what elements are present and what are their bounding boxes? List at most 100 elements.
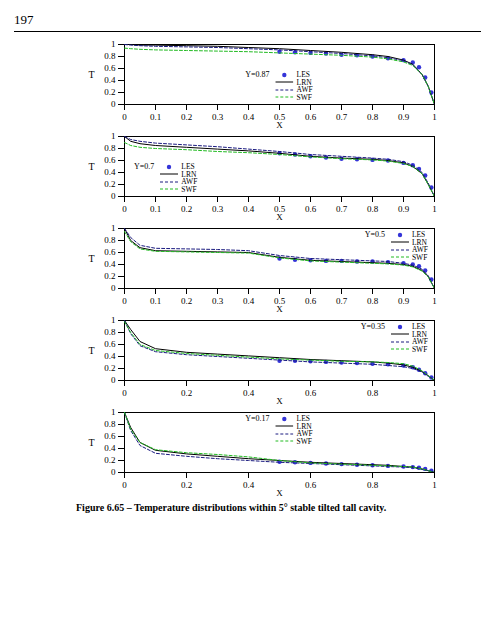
html-text:LRN: LRN [296,77,312,87]
svg-text:X: X [276,120,283,130]
svg-text:1: 1 [111,39,116,49]
svg-text:0.2: 0.2 [181,480,192,490]
svg-text:0.9: 0.9 [398,296,410,306]
svg-text:1: 1 [432,204,437,214]
svg-text:0.2: 0.2 [181,112,192,122]
svg-text:0.3: 0.3 [212,204,224,214]
svg-text:0.2: 0.2 [181,388,192,398]
svg-text:1: 1 [432,296,437,306]
svg-text:0.1: 0.1 [150,112,161,122]
svg-text:0.5: 0.5 [273,203,286,214]
svg-text:0: 0 [111,99,116,109]
svg-text:0.7: 0.7 [336,296,348,306]
svg-text:0.2: 0.2 [104,87,115,97]
svg-text:0: 0 [111,191,116,201]
svg-text:0.4: 0.4 [243,204,255,214]
svg-text:0: 0 [122,296,127,306]
svg-text:0.6: 0.6 [104,63,116,73]
svg-text:0.6: 0.6 [305,204,317,214]
svg-text:0.8: 0.8 [367,480,379,490]
svg-text:1: 1 [111,407,116,417]
html-text:SWF: SWF [411,344,428,354]
svg-text:T: T [89,253,95,264]
svg-text:0.6: 0.6 [305,388,317,398]
svg-text:0.9: 0.9 [398,204,410,214]
svg-text:T: T [89,161,95,172]
html-text:LRN: LRN [181,169,197,179]
svg-text:0.3: 0.3 [212,112,224,122]
svg-text:0.3: 0.3 [212,296,224,306]
html-text:AWF: AWF [296,85,313,94]
svg-text:X: X [276,304,283,314]
svg-text:0: 0 [122,204,127,214]
svg-text:0.8: 0.8 [104,51,116,61]
html-text:SWF: SWF [181,184,197,194]
svg-text:0.2: 0.2 [181,204,192,214]
svg-text:0: 0 [111,375,116,385]
svg-text:1: 1 [432,388,437,398]
html-text:LES: LES [296,70,310,79]
svg-text:0.2: 0.2 [104,179,115,189]
svg-text:0.6: 0.6 [305,112,317,122]
svg-text:0.6: 0.6 [104,155,116,165]
svg-text:0.4: 0.4 [104,443,116,453]
html-text:SWF: SWF [296,436,312,446]
svg-text:0: 0 [122,112,127,122]
svg-text:X: X [276,212,283,222]
svg-text:0.4: 0.4 [104,75,116,85]
svg-text:0.1: 0.1 [150,204,161,214]
svg-text:1: 1 [111,131,116,141]
svg-text:0.2: 0.2 [104,455,115,465]
svg-text:0.5: 0.5 [273,111,286,122]
svg-text:0.4: 0.4 [243,112,255,122]
html-text:LRN: LRN [411,329,427,339]
svg-text:0.8: 0.8 [367,112,379,122]
svg-text:0: 0 [111,283,116,293]
html-text:Y=0.87: Y=0.87 [245,70,270,79]
svg-text:T: T [89,345,95,356]
svg-text:0.4: 0.4 [243,388,255,398]
svg-text:T: T [89,437,95,448]
svg-text:0.4: 0.4 [104,259,116,269]
svg-text:0.6: 0.6 [104,431,116,441]
html-text:Figure 6.65 – Temperature dist: Figure 6.65 – Temperature distributions … [76,502,387,513]
svg-text:0.7: 0.7 [336,204,348,214]
svg-text:0.9: 0.9 [398,112,410,122]
svg-text:1: 1 [432,480,437,490]
svg-text:0.1: 0.1 [150,296,161,306]
svg-text:0.8: 0.8 [367,388,379,398]
html-text:197: 197 [14,12,34,27]
html-text:SWF: SWF [411,252,428,262]
svg-text:X: X [276,396,283,406]
svg-text:0.2: 0.2 [104,271,115,281]
svg-text:1: 1 [111,315,116,325]
svg-text:0.8: 0.8 [104,327,116,337]
svg-text:X: X [276,488,283,498]
svg-text:0.4: 0.4 [243,296,255,306]
svg-text:0.6: 0.6 [305,480,317,490]
svg-text:0: 0 [111,467,116,477]
svg-text:0.4: 0.4 [104,167,116,177]
svg-text:0.6: 0.6 [104,339,116,349]
html-text:LRN: LRN [411,237,427,247]
html-text:LRN: LRN [296,421,312,431]
svg-text:1: 1 [432,112,437,122]
svg-text:0.4: 0.4 [243,480,255,490]
svg-text:T: T [89,69,95,80]
svg-text:0.8: 0.8 [367,296,379,306]
svg-text:0.2: 0.2 [104,363,115,373]
svg-text:0.8: 0.8 [104,419,116,429]
svg-text:0: 0 [122,388,127,398]
svg-text:1: 1 [111,223,116,233]
svg-text:0.8: 0.8 [104,235,116,245]
svg-text:0.4: 0.4 [104,351,116,361]
svg-text:0.2: 0.2 [181,296,192,306]
svg-text:0.5: 0.5 [273,295,286,306]
svg-text:0.6: 0.6 [305,296,317,306]
svg-text:0.8: 0.8 [367,204,379,214]
svg-text:0: 0 [122,480,127,490]
svg-text:0.7: 0.7 [336,112,348,122]
svg-text:0.8: 0.8 [104,143,116,153]
svg-text:0.6: 0.6 [104,247,116,257]
html-text:SWF: SWF [296,92,312,102]
